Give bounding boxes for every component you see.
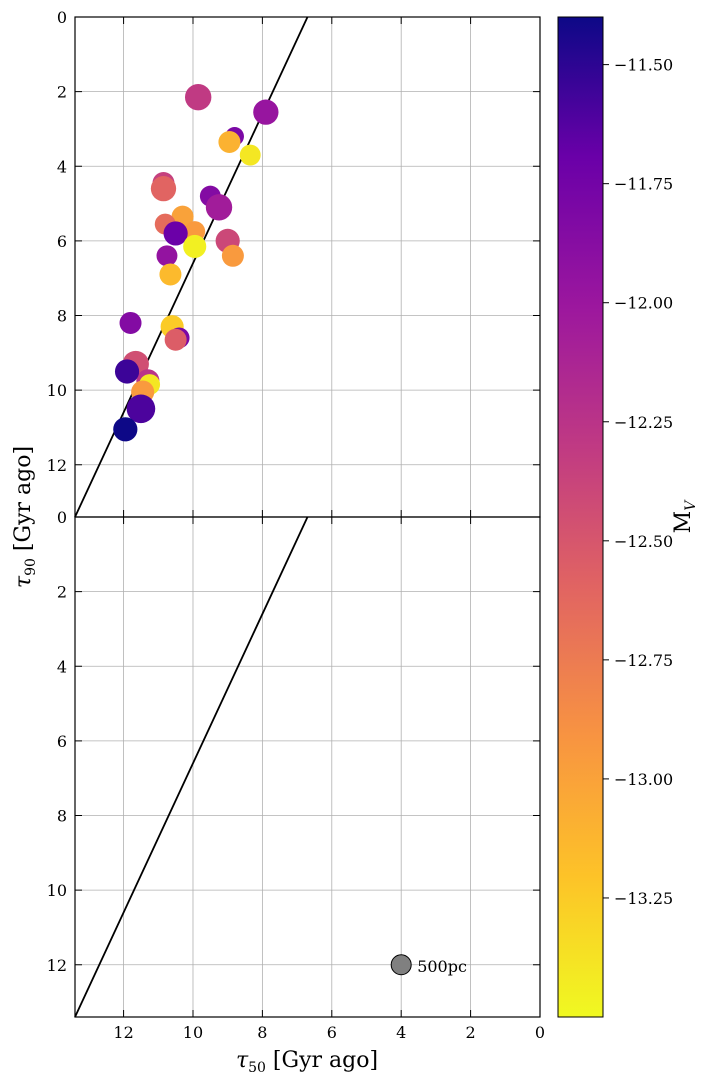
y-tick-label-top: 2 (57, 83, 67, 102)
x-tick-label: 6 (327, 1023, 337, 1042)
bottom-panel-frame (74, 516, 541, 1018)
x-axis-title: τ50 [Gyr ago] (236, 1048, 378, 1076)
scatter-point (239, 144, 261, 166)
y-tick-label-top: 12 (47, 456, 67, 475)
colorbar-tick-label: −11.50 (614, 56, 673, 75)
y-tick-label-bottom: 8 (57, 807, 67, 826)
scatter-point (164, 328, 187, 351)
x-tick-label: 8 (257, 1023, 267, 1042)
size-legend: 500pc (390, 954, 467, 976)
y-tick-label-top: 10 (47, 381, 67, 400)
colorbar-title: MV (671, 499, 699, 534)
size-legend-marker (390, 954, 412, 976)
y-tick-label-bottom: 12 (47, 956, 67, 975)
scatter-point (253, 99, 279, 125)
y-tick-label-bottom: 0 (57, 508, 67, 527)
y-tick-label-bottom: 6 (57, 732, 67, 751)
scatter-point (184, 84, 212, 111)
colorbar-tick-label: −13.25 (614, 889, 673, 908)
scatter-point (119, 311, 142, 334)
scatter-point (183, 234, 207, 259)
y-tick-label-top: 0 (57, 8, 67, 27)
scatter-point (113, 417, 138, 442)
y-tick-label-bottom: 10 (47, 881, 67, 900)
y-tick-label-top: 4 (57, 157, 67, 176)
y-tick-label-bottom: 4 (57, 657, 67, 676)
x-tick-label: 2 (466, 1023, 476, 1042)
y-axis-title: τ90 [Gyr ago] (11, 446, 39, 588)
colorbar-tick-label: −12.00 (614, 294, 673, 313)
scatter-point (150, 175, 177, 202)
scatter-point (126, 394, 156, 424)
x-tick-label: 10 (183, 1023, 203, 1042)
colorbar-ticks: −11.50 −11.75 −12.00 −12.25 −12.50 −12.75 −13.… (603, 56, 673, 908)
colorbar-tick-label: −12.75 (614, 651, 673, 670)
scatter-point (156, 245, 178, 267)
size-legend-label: 500pc (417, 957, 467, 976)
x-tick-label: 12 (113, 1023, 133, 1042)
scatter-point (159, 263, 182, 286)
x-tick-label: 4 (396, 1023, 406, 1042)
scatter-point (114, 359, 140, 384)
colorbar-tick-label: −12.50 (614, 532, 673, 551)
colorbar-tick-label: −12.25 (614, 413, 673, 432)
y-tick-label-bottom: 2 (57, 583, 67, 602)
colorbar-tick-label: −13.00 (614, 770, 673, 789)
x-tick-label: 0 (535, 1023, 545, 1042)
axis-ticks: 0 2 4 6 8 10 12 0 2 4 6 8 10 12 12 10 8 6 4 2 0 (47, 8, 545, 1042)
reference-line-bottom (74, 516, 309, 1018)
colorbar: −11.50 −11.75 −12.00 −12.25 −12.50 −12.75 −13.… (557, 16, 699, 1018)
colorbar-tick-label: −11.75 (614, 175, 673, 194)
colorbar-gradient (557, 16, 604, 1018)
scatter-point (205, 194, 233, 221)
y-tick-label-top: 8 (57, 307, 67, 326)
data-points (113, 84, 279, 442)
y-tick-label-top: 6 (57, 232, 67, 251)
scatter-point (221, 244, 244, 267)
scatter-point (163, 221, 188, 246)
scatter-point (218, 131, 241, 153)
